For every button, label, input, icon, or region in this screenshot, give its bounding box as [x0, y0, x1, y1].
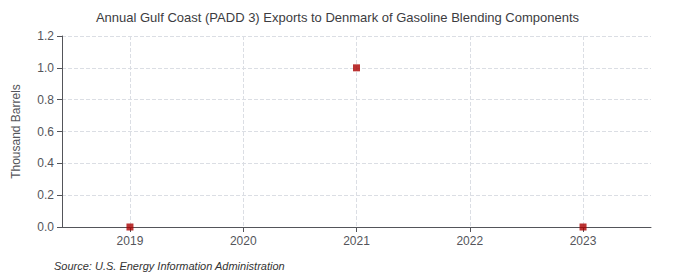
svg-text:0.6: 0.6 [37, 125, 54, 139]
svg-text:2022: 2022 [456, 234, 483, 248]
svg-text:0.8: 0.8 [37, 93, 54, 107]
svg-text:2020: 2020 [230, 234, 257, 248]
svg-text:0.2: 0.2 [37, 188, 54, 202]
svg-text:2019: 2019 [117, 234, 144, 248]
svg-text:Thousand Barrels: Thousand Barrels [9, 84, 23, 179]
svg-text:1.0: 1.0 [37, 61, 54, 75]
svg-text:0.4: 0.4 [37, 156, 54, 170]
svg-text:Annual Gulf Coast (PADD 3) Exp: Annual Gulf Coast (PADD 3) Exports to De… [96, 10, 580, 25]
svg-text:1.2: 1.2 [37, 29, 54, 43]
svg-text:2021: 2021 [343, 234, 370, 248]
svg-text:0.0: 0.0 [37, 220, 54, 234]
svg-text:2023: 2023 [570, 234, 597, 248]
svg-text:Source: U.S. Energy Informatio: Source: U.S. Energy Information Administ… [54, 260, 285, 272]
